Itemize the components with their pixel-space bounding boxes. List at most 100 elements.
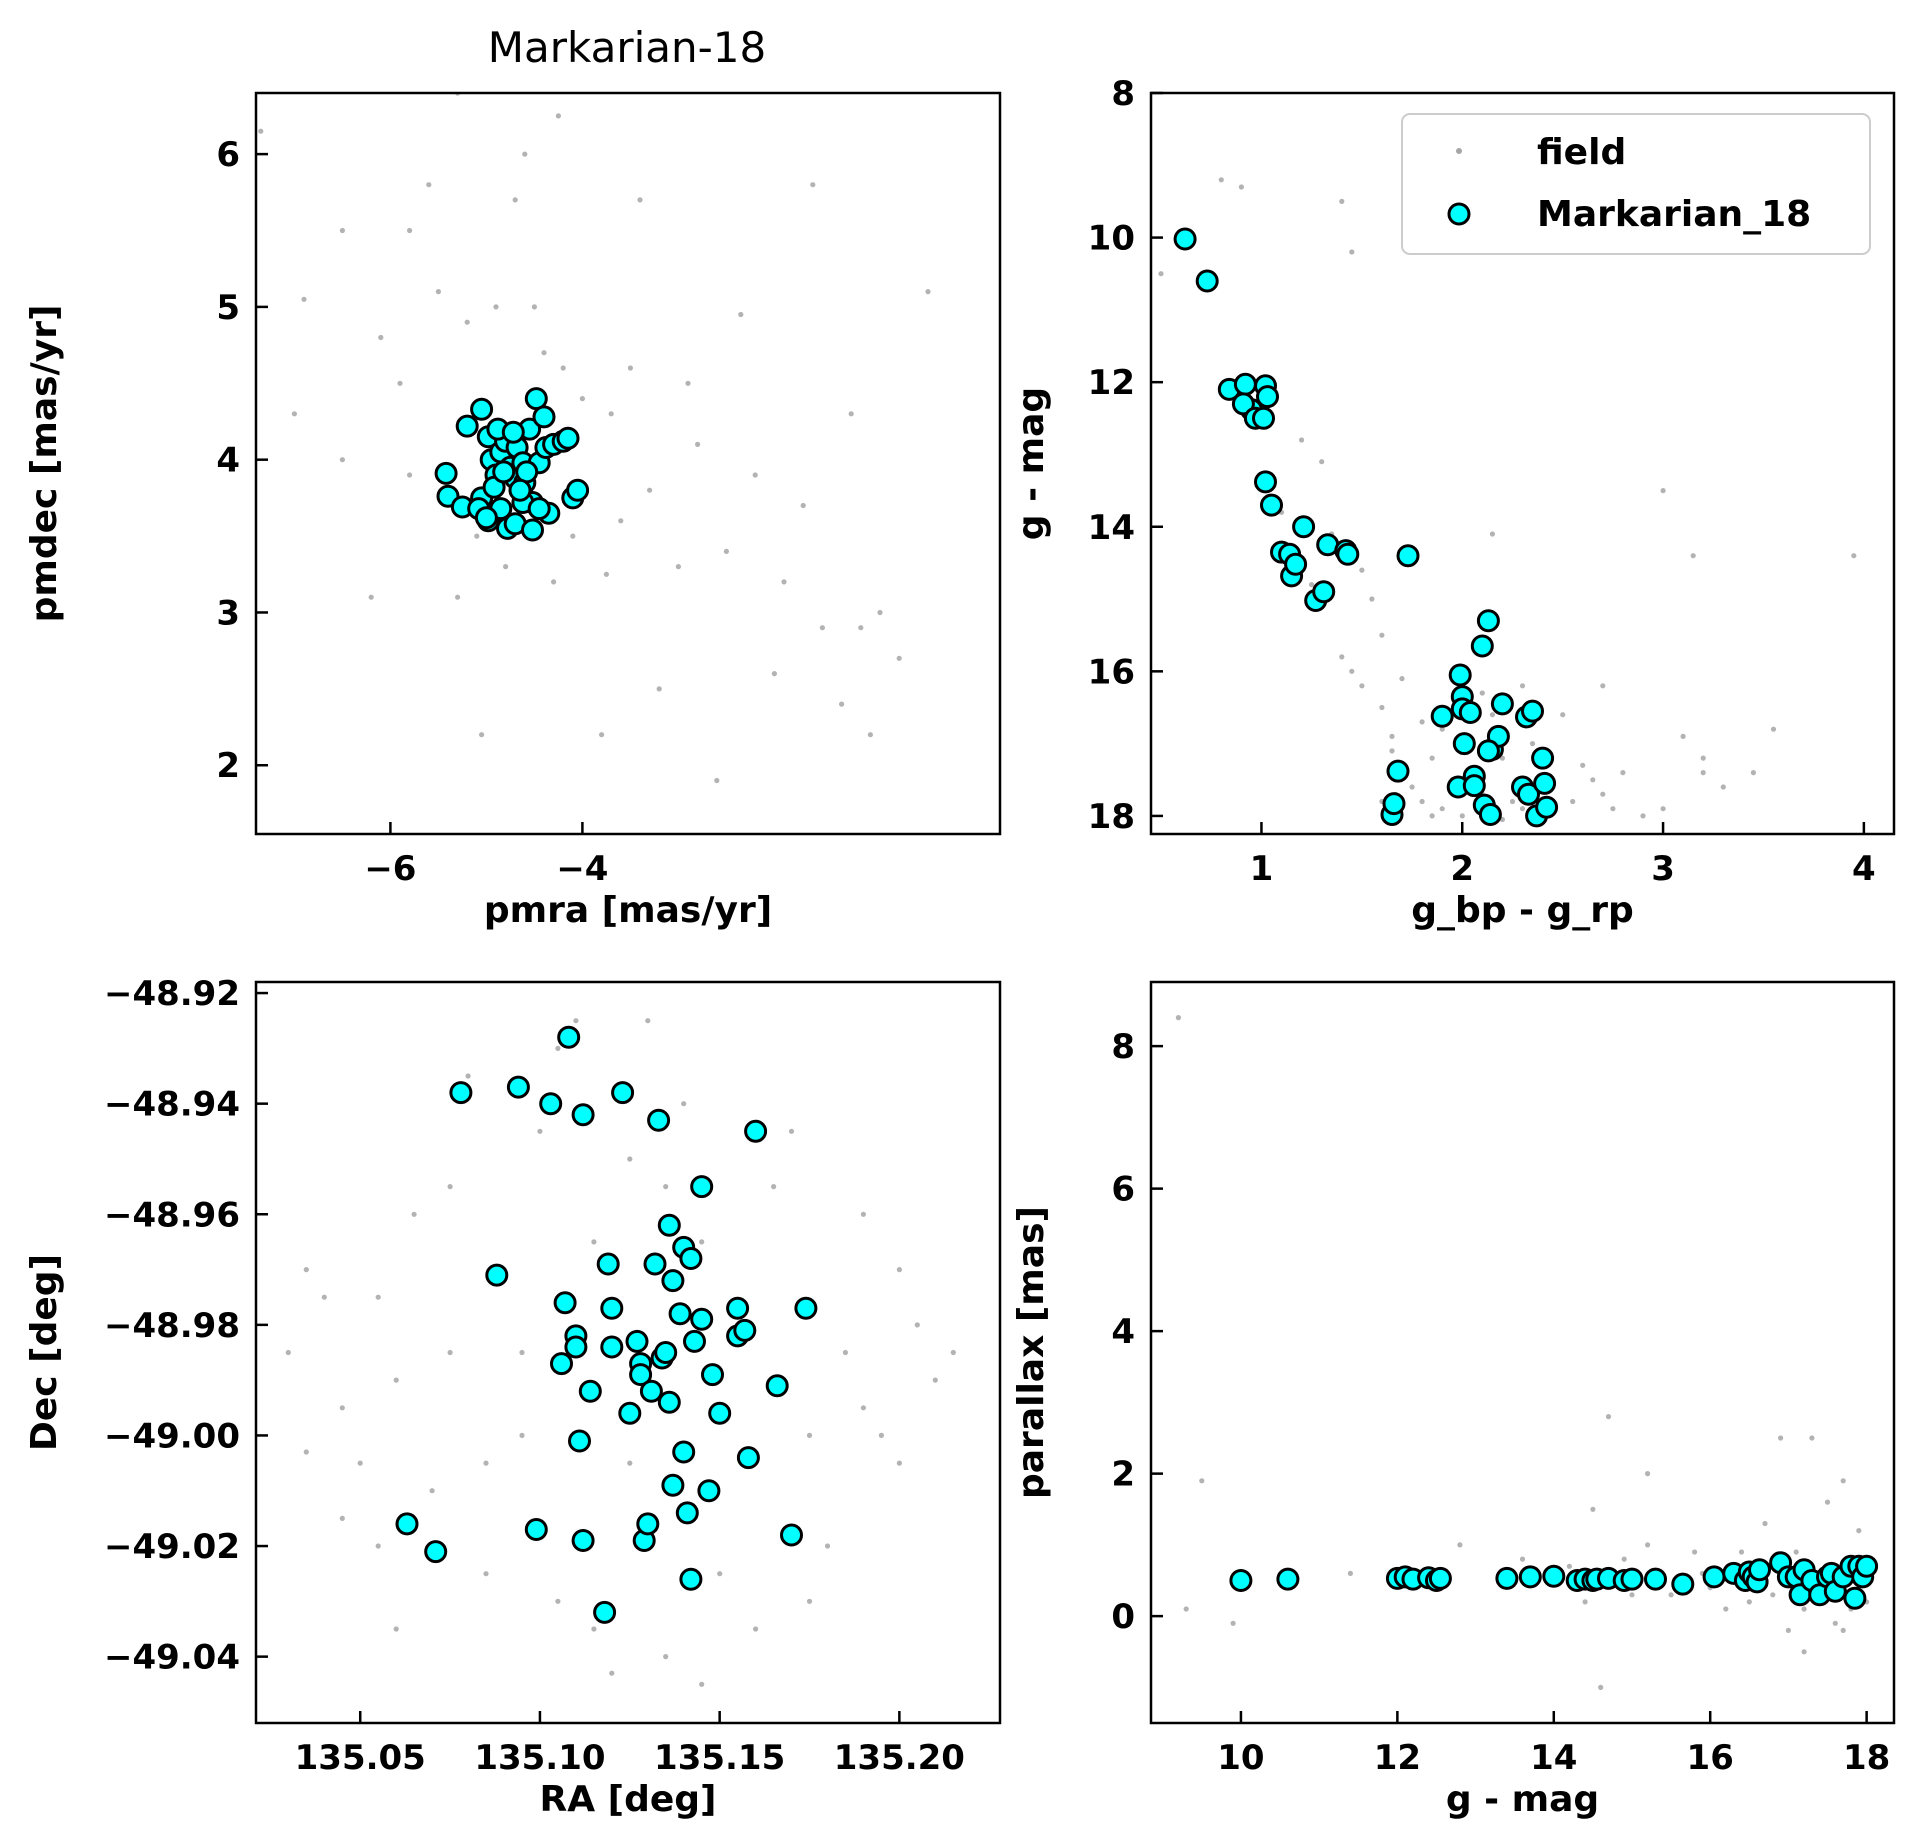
field-point: [806, 1598, 813, 1604]
field-point: [1840, 1478, 1846, 1484]
cluster-point: [1252, 406, 1275, 430]
field-point: [675, 564, 682, 570]
field-point: [1692, 1549, 1698, 1555]
x-tick-label: 135.05: [295, 1738, 426, 1778]
y-tick-label: 0: [1111, 1597, 1135, 1637]
cluster-point: [701, 1363, 724, 1387]
field-point: [1489, 531, 1495, 537]
field-point: [810, 182, 816, 188]
field-point: [618, 518, 624, 524]
cluster-point: [1452, 732, 1476, 756]
field-point: [368, 594, 374, 600]
field-point: [647, 487, 653, 493]
cluster-point: [1855, 1554, 1879, 1578]
field-point: [723, 548, 730, 555]
cluster-point: [1495, 1566, 1519, 1590]
cluster-point: [596, 1252, 620, 1276]
plot-frame: [254, 91, 1002, 836]
field-point: [824, 1543, 831, 1549]
cluster-point: [1231, 392, 1255, 416]
y-tick-label: 14: [1088, 508, 1135, 548]
field-point: [656, 686, 662, 692]
y-tick-label: 6: [1111, 1170, 1135, 1210]
field-point: [1645, 1471, 1651, 1477]
field-point: [426, 182, 432, 188]
cluster-point: [1644, 1567, 1667, 1591]
field-point: [512, 197, 518, 203]
field-point: [321, 1294, 327, 1300]
cluster-point: [780, 1523, 803, 1547]
field-point: [896, 1267, 903, 1273]
y-tick-label: 3: [216, 593, 240, 633]
field-point: [896, 1460, 903, 1466]
pm-panel: Markarian-18 −6 −4 2 3 4 5 6 pmra [mas/yr] pmd…: [24, 23, 1002, 931]
cluster-point: [726, 1296, 750, 1320]
field-point: [1158, 271, 1164, 277]
field-point: [285, 1349, 291, 1356]
cluster-point: [566, 478, 590, 502]
field-point: [1680, 733, 1686, 740]
field-point: [848, 411, 854, 417]
field-point: [819, 625, 826, 631]
field-point: [1600, 683, 1606, 689]
field-point: [519, 1349, 525, 1356]
cluster-point: [395, 1512, 419, 1536]
plot-frame: [1149, 980, 1896, 1725]
field-point: [393, 1626, 399, 1632]
field-point: [717, 1571, 723, 1577]
y-tick-label: −49.04: [104, 1638, 240, 1678]
field-point: [1762, 1520, 1768, 1527]
cluster-point: [539, 1092, 563, 1116]
cluster-point: [564, 1335, 588, 1359]
field-point: [663, 1654, 669, 1660]
field-point: [537, 1128, 543, 1134]
cluster-point: [1476, 739, 1500, 763]
field-point: [681, 1101, 687, 1107]
field-point: [1801, 1649, 1807, 1655]
field-point: [1359, 683, 1365, 689]
field-point: [1778, 1435, 1784, 1441]
cluster-point: [1620, 1567, 1644, 1591]
field-point: [1560, 712, 1566, 718]
x-tick-label: 12: [1374, 1738, 1421, 1778]
cluster-point: [661, 1473, 685, 1497]
parallax-panel: 10 12 14 16 18 0 2 4 6 8 g - mag parallax [mas]: [1011, 980, 1896, 1820]
field-point: [339, 1405, 345, 1411]
cluster-point: [474, 506, 498, 530]
cluster-point: [600, 1296, 624, 1320]
field-point: [1429, 813, 1435, 819]
field-point: [867, 732, 874, 738]
field-point: [375, 1294, 381, 1300]
field-point: [493, 304, 499, 310]
field-point: [1399, 676, 1405, 682]
field-point: [1600, 791, 1606, 797]
field-point: [1379, 704, 1385, 711]
cluster-point: [690, 1175, 714, 1199]
field-point: [357, 1460, 363, 1466]
cluster-point: [557, 1025, 581, 1049]
field-point: [1660, 488, 1666, 494]
y-tick-label: 2: [1111, 1455, 1135, 1495]
field-point: [1590, 777, 1596, 783]
field-point: [429, 1488, 435, 1494]
cluster-point: [657, 1213, 681, 1237]
field-point: [1199, 1478, 1205, 1484]
cluster-point: [643, 1252, 667, 1276]
cluster-point: [501, 420, 525, 444]
field-point: [1218, 177, 1224, 183]
cluster-point: [736, 1446, 760, 1470]
cluster-point: [1476, 609, 1500, 633]
field-point: [519, 1432, 525, 1438]
field-point: [465, 1073, 471, 1079]
ticks: 135.05 135.10 135.15 135.20 −48.92 −48.94 −48.…: [104, 974, 965, 1778]
field-point: [1457, 1542, 1463, 1548]
field-point: [1299, 437, 1305, 443]
y-tick-label: −49.02: [104, 1527, 240, 1567]
field-point: [842, 1349, 849, 1356]
cluster-points: [1173, 227, 1559, 828]
field-point: [579, 396, 586, 402]
field-point: [447, 1184, 453, 1190]
cluster-point: [1671, 1572, 1695, 1596]
field-point: [1439, 806, 1445, 812]
